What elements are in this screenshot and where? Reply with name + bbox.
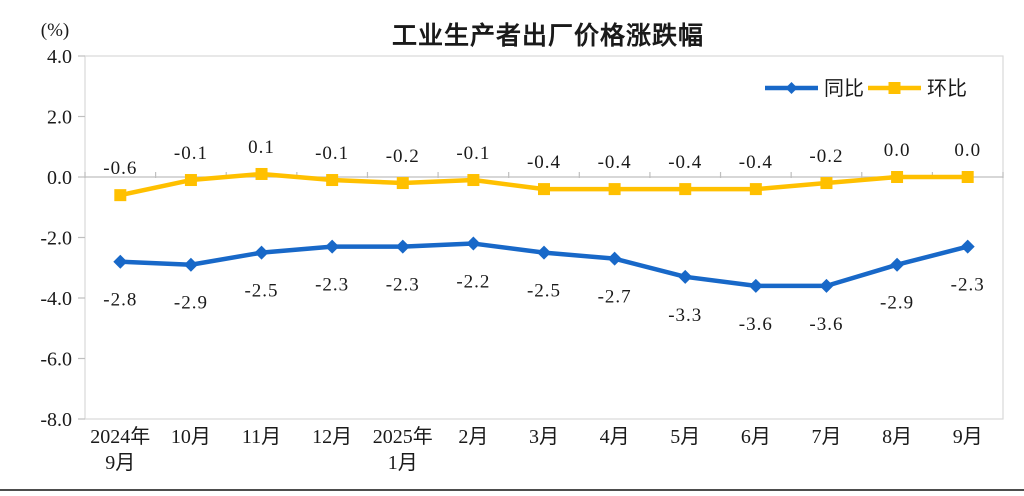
data-point-label-mom: -0.2 [809, 146, 843, 167]
y-axis-unit-label: (%) [41, 20, 69, 41]
data-point-marker-mom [820, 177, 833, 190]
data-point-label-yoy: -2.9 [880, 293, 914, 314]
y-axis-tick-label: 2.0 [47, 107, 72, 129]
x-axis-category-label: 2月 [458, 426, 488, 448]
data-point-label-mom: -0.4 [598, 152, 632, 173]
data-point-label-yoy: -2.5 [527, 281, 561, 302]
legend-label-mom: 环比 [927, 77, 967, 100]
data-point-label-yoy: -3.6 [739, 314, 773, 335]
y-axis-tick-label: -6.0 [40, 349, 72, 371]
data-point-marker-mom [891, 171, 904, 183]
data-point-marker-mom [679, 183, 692, 196]
x-axis-category-label: 7月 [811, 426, 841, 448]
data-point-marker-yoy [183, 257, 198, 272]
data-point-marker-yoy [113, 254, 128, 269]
y-axis-tick-label: -4.0 [40, 288, 72, 310]
data-point-label-mom: -0.6 [103, 158, 137, 179]
data-point-label-yoy: -2.9 [174, 293, 208, 314]
data-point-marker-mom [255, 167, 268, 180]
chart-legend: 同比 环比 [765, 77, 967, 100]
x-axis-category-label: 2025年 [373, 425, 433, 448]
data-point-label-yoy: -2.2 [456, 272, 490, 293]
data-point-label-yoy: -2.5 [244, 281, 278, 302]
data-point-marker-mom [961, 171, 974, 183]
data-point-marker-mom [538, 183, 550, 196]
x-axis-category-label: 10月 [171, 426, 211, 448]
data-point-label-yoy: -2.7 [598, 287, 632, 308]
y-axis-tick-label: 0.0 [47, 167, 72, 189]
chart-title: 工业生产者出厂价格涨跌幅 [392, 21, 704, 50]
data-point-marker-yoy [395, 239, 410, 254]
x-axis-category-label: 9月 [105, 452, 135, 474]
data-point-label-mom: -0.1 [315, 143, 349, 164]
plot-border [84, 55, 1004, 420]
x-axis-category-label: 3月 [529, 426, 559, 448]
data-point-label-mom: -0.1 [174, 143, 208, 164]
data-point-label-yoy: -2.3 [951, 275, 985, 296]
y-axis-tick-label: -8.0 [40, 409, 72, 431]
x-axis-category-label: 12月 [312, 426, 352, 448]
data-point-marker-yoy [678, 269, 693, 284]
x-axis-category-label: 4月 [600, 426, 630, 448]
data-point-label-mom: -0.1 [456, 143, 490, 164]
legend-label-yoy: 同比 [824, 77, 864, 100]
legend-marker-mom [888, 82, 901, 94]
data-point-marker-yoy [607, 251, 622, 266]
x-axis-category-label: 1月 [388, 452, 418, 474]
data-point-marker-mom [396, 177, 409, 190]
data-point-marker-mom [184, 174, 197, 187]
data-point-marker-yoy [960, 239, 975, 254]
data-point-label-yoy: -3.6 [809, 314, 843, 335]
data-point-label-mom: 0.1 [248, 137, 275, 158]
data-point-label-mom: 0.0 [954, 140, 981, 161]
data-point-marker-yoy [254, 245, 269, 260]
plot-area: 4.0 2.0 0.0 -2.0 -4.0 -6.0 -8.0 -2.8 -2.9 -2.5 -2.… [40, 46, 1004, 474]
data-point-marker-mom [608, 183, 621, 196]
data-point-marker-mom [467, 174, 480, 187]
data-point-marker-mom [326, 174, 339, 187]
data-point-marker-mom [114, 189, 127, 202]
data-point-marker-yoy [890, 257, 905, 272]
data-point-label-mom: 0.0 [884, 140, 911, 161]
data-point-label-mom: -0.2 [386, 146, 420, 167]
bottom-divider [0, 489, 1024, 491]
x-axis-category-label: 9月 [953, 426, 983, 448]
data-point-marker-yoy [537, 245, 551, 260]
y-axis-tick-label: -2.0 [40, 228, 72, 250]
x-axis-category-label: 6月 [741, 426, 771, 448]
data-point-label-yoy: -2.8 [103, 290, 137, 311]
x-axis-category-label: 5月 [670, 426, 700, 448]
x-axis-category-label: 11月 [242, 426, 281, 448]
data-point-marker-mom [749, 183, 762, 196]
data-point-marker-yoy [819, 278, 834, 293]
x-axis-category-label: 8月 [882, 426, 912, 448]
x-axis-category-label: 2024年 [90, 425, 150, 448]
data-point-label-mom: -0.4 [739, 152, 773, 173]
y-axis-tick-label: 4.0 [47, 46, 72, 68]
data-point-label-mom: -0.4 [668, 152, 702, 173]
data-point-label-yoy: -2.3 [386, 275, 420, 296]
data-point-label-mom: -0.4 [527, 152, 561, 173]
data-point-marker-yoy [466, 236, 481, 251]
legend-marker-yoy [785, 82, 798, 94]
data-point-label-yoy: -2.3 [315, 275, 349, 296]
data-point-marker-yoy [325, 239, 340, 254]
data-point-marker-yoy [748, 278, 763, 293]
data-point-label-yoy: -3.3 [668, 305, 702, 326]
